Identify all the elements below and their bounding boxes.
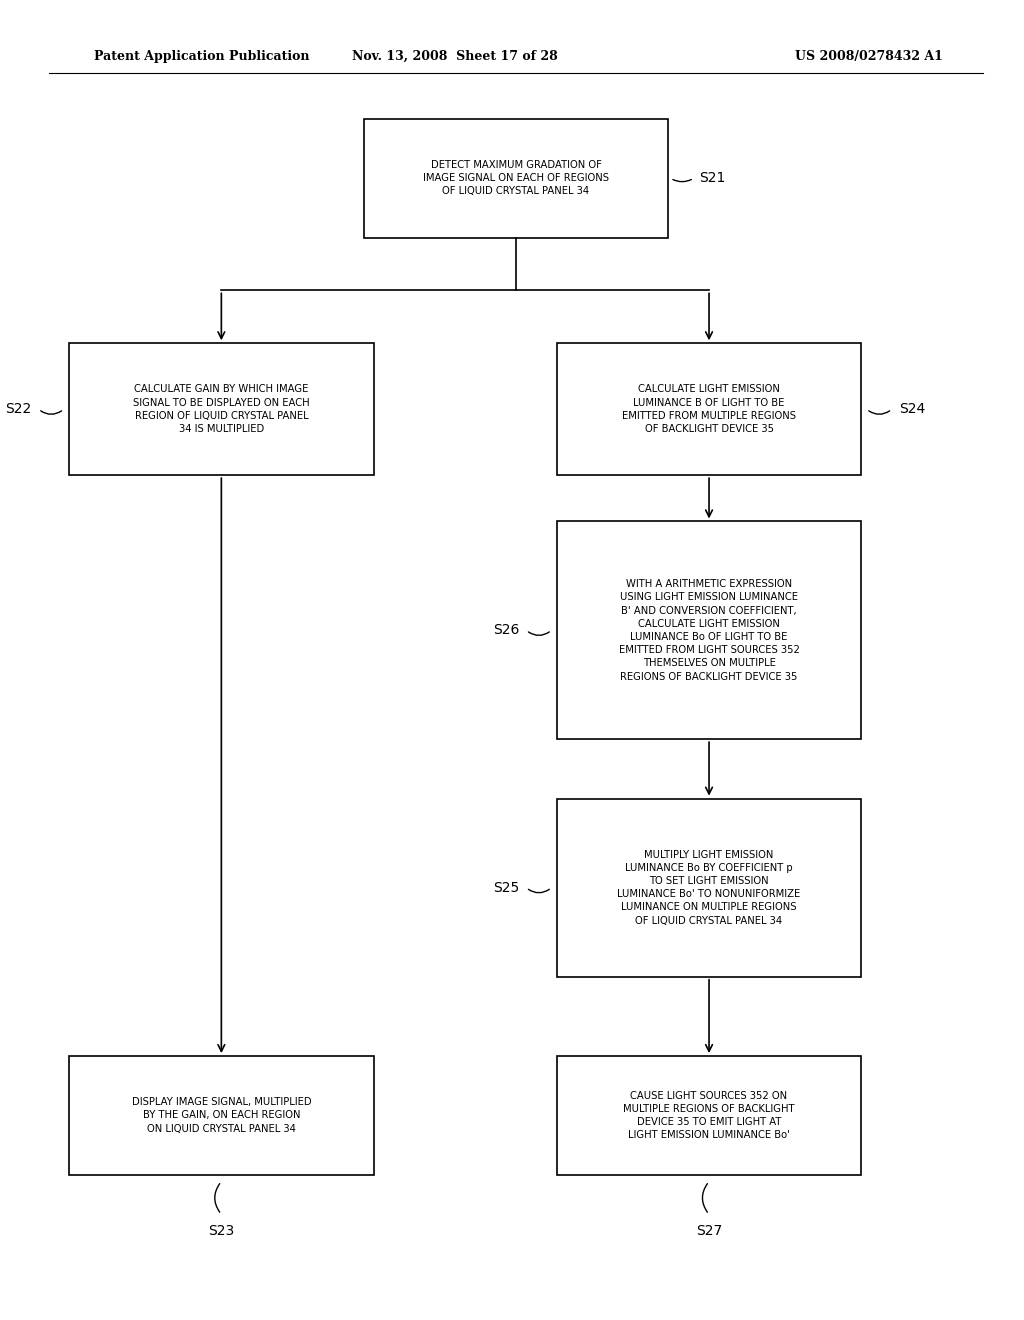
Text: S24: S24	[899, 403, 926, 416]
Text: Patent Application Publication: Patent Application Publication	[94, 50, 310, 63]
Text: WITH A ARITHMETIC EXPRESSION
USING LIGHT EMISSION LUMINANCE
B' AND CONVERSION CO: WITH A ARITHMETIC EXPRESSION USING LIGHT…	[618, 579, 800, 681]
FancyBboxPatch shape	[69, 343, 374, 475]
Text: S21: S21	[698, 172, 725, 185]
Text: FIG. 19: FIG. 19	[472, 128, 560, 149]
Text: CALCULATE GAIN BY WHICH IMAGE
SIGNAL TO BE DISPLAYED ON EACH
REGION OF LIQUID CR: CALCULATE GAIN BY WHICH IMAGE SIGNAL TO …	[133, 384, 309, 434]
FancyBboxPatch shape	[69, 1056, 374, 1175]
Text: CAUSE LIGHT SOURCES 352 ON
MULTIPLE REGIONS OF BACKLIGHT
DEVICE 35 TO EMIT LIGHT: CAUSE LIGHT SOURCES 352 ON MULTIPLE REGI…	[624, 1090, 795, 1140]
Text: US 2008/0278432 A1: US 2008/0278432 A1	[795, 50, 943, 63]
Text: S25: S25	[493, 880, 519, 895]
Text: CALCULATE LIGHT EMISSION
LUMINANCE B OF LIGHT TO BE
EMITTED FROM MULTIPLE REGION: CALCULATE LIGHT EMISSION LUMINANCE B OF …	[622, 384, 796, 434]
FancyBboxPatch shape	[557, 521, 861, 739]
Text: S22: S22	[5, 403, 32, 416]
Text: DISPLAY IMAGE SIGNAL, MULTIPLIED
BY THE GAIN, ON EACH REGION
ON LIQUID CRYSTAL P: DISPLAY IMAGE SIGNAL, MULTIPLIED BY THE …	[131, 1097, 311, 1134]
Text: S26: S26	[493, 623, 519, 638]
Text: MULTIPLY LIGHT EMISSION
LUMINANCE Bo BY COEFFICIENT p
TO SET LIGHT EMISSION
LUMI: MULTIPLY LIGHT EMISSION LUMINANCE Bo BY …	[617, 850, 801, 925]
FancyBboxPatch shape	[557, 343, 861, 475]
Text: S27: S27	[696, 1224, 722, 1238]
Text: Nov. 13, 2008  Sheet 17 of 28: Nov. 13, 2008 Sheet 17 of 28	[352, 50, 558, 63]
FancyBboxPatch shape	[557, 799, 861, 977]
Text: S23: S23	[208, 1224, 234, 1238]
FancyBboxPatch shape	[557, 1056, 861, 1175]
Text: DETECT MAXIMUM GRADATION OF
IMAGE SIGNAL ON EACH OF REGIONS
OF LIQUID CRYSTAL PA: DETECT MAXIMUM GRADATION OF IMAGE SIGNAL…	[423, 160, 609, 197]
FancyBboxPatch shape	[364, 119, 669, 238]
